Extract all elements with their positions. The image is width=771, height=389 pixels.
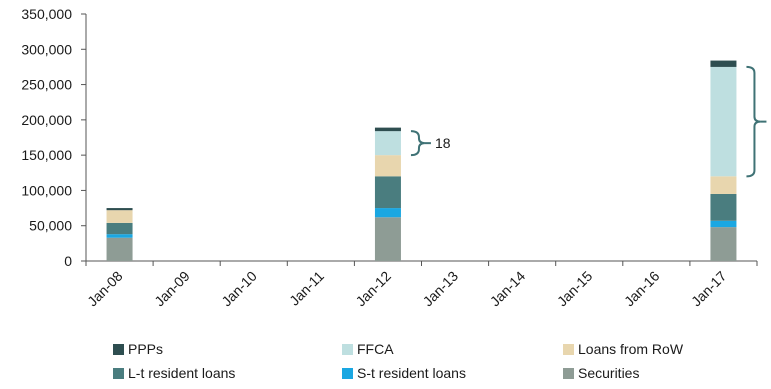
y-tick-label: 0 (64, 253, 72, 269)
bar-segment (374, 127, 401, 132)
legend-swatch (342, 343, 353, 355)
bar-segment (710, 176, 737, 194)
x-tick-label: Jan-15 (554, 268, 596, 310)
bar-segment (374, 131, 401, 156)
legend-swatch (342, 367, 353, 379)
bar-segment (710, 227, 737, 261)
bars (106, 60, 737, 261)
bar-segment (710, 60, 737, 67)
x-tick-label: Jan-13 (420, 268, 462, 310)
legend-label: L-t resident loans (128, 365, 236, 381)
legend-label: S-t resident loans (357, 365, 466, 381)
x-tick-label: Jan-12 (352, 268, 394, 310)
bar-segment (106, 208, 133, 211)
legend-label: Securities (578, 365, 640, 381)
legend-item: FFCA (342, 341, 394, 357)
bar-segment (106, 210, 133, 223)
x-tick-label: Jan-16 (621, 268, 663, 310)
legend-swatch (563, 343, 574, 355)
x-tick-label: Jan-17 (688, 268, 730, 310)
legend: PPPs FFCA Loans from RoW L-t resident loans… (0, 338, 771, 388)
bar-segment (374, 208, 401, 218)
y-tick-label: 100,000 (21, 182, 72, 198)
bar-segment (710, 66, 737, 177)
legend-item: PPPs (113, 341, 163, 357)
x-tick-label: Jan-08 (84, 268, 126, 310)
legend-swatch (563, 367, 574, 379)
x-tick-label: Jan-11 (286, 268, 327, 309)
y-axis: 0 50,000 100,000 150,000 200,000 250,000 300,0… (21, 6, 87, 269)
legend-item: S-t resident loans (342, 365, 466, 381)
bar-segment (710, 193, 737, 221)
bar-segment (106, 237, 133, 261)
legend-item: L-t resident loans (113, 365, 235, 381)
y-tick-label: 200,000 (21, 112, 72, 128)
legend-label: PPPs (128, 341, 164, 357)
legend-swatch (113, 367, 124, 379)
brace-annotation (746, 65, 761, 178)
y-tick-label: 50,000 (29, 218, 72, 234)
y-tick-label: 300,000 (21, 41, 72, 57)
legend-item: Securities (563, 365, 639, 381)
x-tick-label: Jan-14 (487, 268, 529, 310)
bar-segment (106, 222, 133, 235)
bar-segment (374, 176, 401, 209)
y-tick-label: 250,000 (21, 77, 72, 93)
bar-segment (374, 155, 401, 177)
stacked-bar-chart: 0 50,000 100,000 150,000 200,000 250,000 300,0… (21, 6, 771, 310)
x-tick-label: Jan-09 (151, 268, 193, 310)
bar-segment (106, 234, 133, 238)
brace-annotation (410, 130, 425, 157)
bar-segment (374, 217, 401, 261)
annotation-label: 18 (435, 135, 451, 151)
y-tick-label: 150,000 (21, 147, 72, 163)
legend-item: Loans from RoW (563, 341, 683, 357)
bar-segment (710, 220, 737, 228)
annotations: 1855 (410, 65, 771, 178)
y-tick-label: 350,000 (21, 6, 72, 22)
x-tick-label: Jan-10 (218, 268, 260, 310)
legend-label: FFCA (357, 341, 394, 357)
x-axis: Jan-08 Jan-09 Jan-10 Jan-11 Jan-12 Jan-13 Jan-… (84, 260, 758, 310)
legend-swatch (113, 343, 124, 355)
legend-label: Loans from RoW (578, 341, 684, 357)
